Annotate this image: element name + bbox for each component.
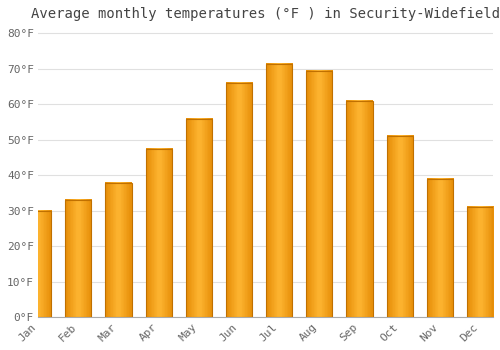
Bar (427, 179, 453, 317)
Bar (386, 136, 412, 317)
Bar (266, 64, 292, 317)
Title: Average monthly temperatures (°F ) in Security-Widefield: Average monthly temperatures (°F ) in Se… (31, 7, 500, 21)
Bar (306, 71, 332, 317)
Bar (386, 136, 412, 317)
Bar (106, 183, 132, 317)
Bar (25, 211, 51, 317)
Bar (346, 101, 372, 317)
Bar (266, 64, 292, 317)
Bar (427, 179, 453, 317)
Bar (467, 208, 493, 317)
Bar (65, 200, 92, 317)
Bar (65, 200, 92, 317)
Bar (306, 71, 332, 317)
Bar (226, 83, 252, 317)
Bar (25, 211, 51, 317)
Bar (106, 183, 132, 317)
Bar (467, 208, 493, 317)
Bar (226, 83, 252, 317)
Bar (146, 149, 172, 317)
Bar (346, 101, 372, 317)
Bar (186, 119, 212, 317)
Bar (146, 149, 172, 317)
Bar (186, 119, 212, 317)
